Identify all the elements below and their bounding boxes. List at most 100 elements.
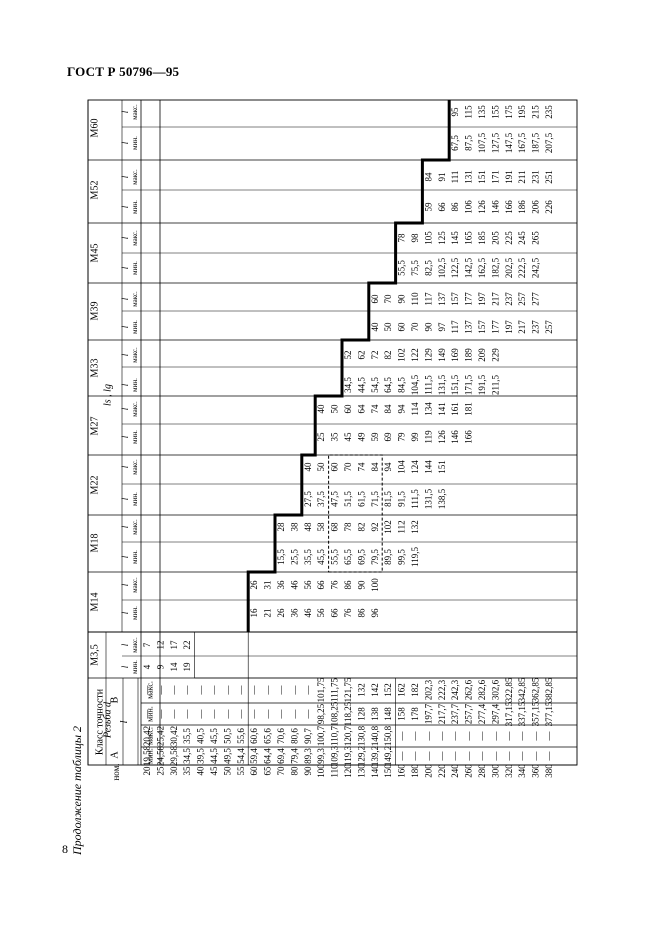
cell-value: 215 — [531, 105, 541, 119]
cell-value: 21 — [263, 609, 273, 618]
cell-a-max: — — [437, 731, 447, 742]
cell-value: 166 — [464, 430, 474, 444]
cell-value: 55,5 — [330, 549, 340, 565]
cell-value: 84,5 — [397, 377, 407, 393]
cell-a-min: — — [464, 751, 474, 762]
cell-b-max: 322,85 — [504, 677, 514, 702]
cell-b-max: 142 — [370, 683, 380, 697]
cell-value: 132 — [410, 520, 420, 534]
cell-b-max: 152 — [383, 683, 393, 697]
sub-symbol: l — [120, 236, 130, 239]
cell-value: 151 — [437, 460, 447, 474]
cell-a-min: — — [397, 751, 407, 762]
header-l: l — [118, 720, 130, 723]
cell-b-max: 121,75 — [343, 677, 353, 702]
cell-value: 48 — [303, 522, 313, 532]
cell-nom: 280 — [477, 764, 487, 778]
cell-a-min: 44,5 — [209, 748, 219, 764]
dashed-region — [328, 454, 383, 573]
cell-value: 36 — [289, 608, 299, 618]
cell-value: 197 — [477, 292, 487, 306]
cell-a-max: 35,5 — [182, 728, 192, 744]
sub-minmax: макс. — [131, 230, 139, 246]
cell-value: 105 — [423, 231, 433, 245]
cell-a-min: 64,4 — [263, 748, 273, 764]
cell-b-max: — — [182, 685, 192, 696]
cell-nom: 340 — [517, 764, 527, 778]
cell-value: 70 — [383, 294, 393, 304]
cell-b-min: 217,7 — [437, 703, 447, 724]
cell-value: 110 — [410, 292, 420, 306]
cell-value: 66 — [437, 202, 447, 212]
cell-b-max: — — [236, 685, 246, 696]
cell-a-max: — — [490, 731, 500, 742]
sub-minmax: макс. — [131, 577, 139, 593]
cell-b-min: — — [209, 709, 219, 720]
cell-value: 111,5 — [423, 375, 433, 395]
cell-nom: 60 — [249, 766, 259, 776]
cell-value: 78 — [343, 522, 353, 532]
cell-b-max: 362,85 — [531, 677, 541, 702]
cell-value: 182,5 — [490, 257, 500, 278]
cell-value: 191,5 — [477, 374, 487, 395]
cell-nom: 220 — [437, 764, 447, 778]
cell-a-min: — — [450, 751, 460, 762]
sub-symbol: l — [120, 266, 130, 269]
cell-value: 72 — [370, 351, 380, 360]
sub-symbol: l — [120, 325, 130, 328]
cell-value: 38 — [289, 522, 299, 532]
cell-a-max: 20,42 — [142, 726, 152, 746]
cell-value: 107,5 — [477, 132, 487, 153]
cell-b-max: 111,75 — [330, 677, 340, 702]
sub-minmax: мин. — [131, 430, 139, 444]
cell-value: 189 — [464, 348, 474, 362]
cell-a-min: — — [531, 751, 541, 762]
cell-a-max: — — [450, 731, 460, 742]
cell-a-max: 65,6 — [263, 728, 273, 744]
cell-value: 31 — [263, 581, 273, 590]
cell-b-max: 282,6 — [477, 679, 487, 700]
cell-value: 34,5 — [343, 377, 353, 393]
cell-a-min: 39,5 — [196, 748, 206, 764]
cell-a-min: 139,2 — [370, 746, 380, 766]
cell-value: 161 — [450, 402, 460, 416]
cell-b-min: 138 — [370, 707, 380, 721]
cell-value: 125 — [437, 231, 447, 245]
cell-value: 114 — [410, 402, 420, 416]
cell-value: 66 — [316, 580, 326, 590]
cell-value: 90 — [356, 580, 366, 590]
cell-b-max: 242,3 — [450, 679, 460, 700]
cell-value: 74 — [370, 404, 380, 414]
group-label-M18: M18 — [90, 534, 101, 553]
cell-nom: 35 — [182, 766, 192, 776]
cell-value: 175 — [504, 105, 514, 119]
group-label-M3,5: M3,5 — [90, 644, 101, 665]
cell-b-min: — — [169, 709, 179, 720]
cell-value: 225 — [504, 231, 514, 245]
cell-value: 60 — [330, 462, 340, 472]
cell-a-min: 49,5 — [222, 748, 232, 764]
cell-a-max: — — [531, 731, 541, 742]
cell-value: 90 — [397, 294, 407, 304]
cell-value: 257 — [544, 320, 554, 334]
sub-minmax: макс. — [131, 459, 139, 475]
cell-value: 157 — [450, 292, 460, 306]
cell-value: 68 — [330, 522, 340, 532]
cell-value: 137 — [437, 292, 447, 306]
cell-a-max: — — [544, 731, 554, 742]
cell-value: 166 — [504, 200, 514, 214]
cell-value: 106 — [464, 200, 474, 214]
cell-value: 205 — [490, 231, 500, 245]
cell-value: 69 — [383, 432, 393, 442]
sub-symbol: l — [120, 555, 130, 558]
sub-symbol: l — [120, 525, 130, 528]
sub-symbol: l — [120, 141, 130, 144]
cell-a-min: 99,3 — [316, 748, 326, 764]
cell-b-min: 357,15 — [531, 701, 541, 726]
cell-a-max: 120,7 — [343, 725, 353, 746]
cell-nom: 140 — [370, 764, 380, 778]
cell-value: 96 — [370, 608, 380, 618]
cell-b-max: 222,3 — [437, 679, 447, 700]
cell-value: 40 — [303, 462, 313, 472]
cell-value: 138,5 — [437, 488, 447, 509]
